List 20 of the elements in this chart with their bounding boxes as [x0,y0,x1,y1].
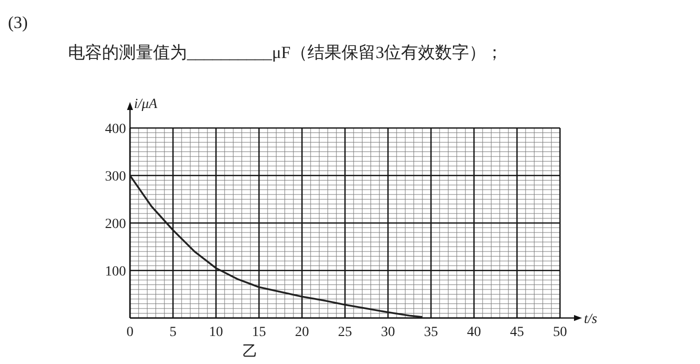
text: (3) [8,13,28,32]
x-tick-label: 0 [126,325,134,340]
x-tick-label: 45 [510,325,524,340]
y-tick-label: 200 [105,217,126,232]
x-tick-label: 50 [553,325,567,340]
x-tick-label: 10 [209,325,223,340]
x-tick-label: 5 [170,325,176,340]
y-axis-title: i/μA [134,97,158,112]
x-tick-label: 20 [295,325,309,340]
text: 电容的测量值为__________μF（结果保留3位有效数字）； [68,43,504,62]
text: 乙 [242,344,258,360]
x-axis-title: t/s [584,312,598,327]
x-tick-label: 40 [467,325,481,340]
x-tick-label: 25 [338,325,352,340]
y-tick-label: 100 [105,264,126,280]
x-tick-label: 30 [381,325,395,340]
y-tick-label: 300 [105,170,126,184]
x-tick-label: 15 [252,325,266,340]
x-tick-label: 35 [424,325,438,340]
y-tick-label: 400 [105,122,126,137]
